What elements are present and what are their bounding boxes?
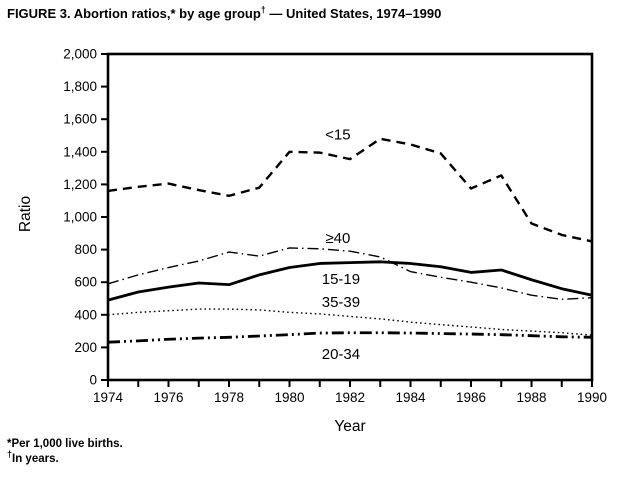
series-line-dash-dot [107, 247, 593, 301]
series-label: 35-39 [322, 294, 360, 311]
series-label: 20-34 [322, 346, 360, 363]
x-tick-label: 1986 [456, 390, 486, 405]
footnotes: *Per 1,000 live births. †In years. [7, 437, 123, 466]
y-tick-label: 0 [89, 373, 97, 388]
footnote-in-years: †In years. [7, 448, 123, 467]
dagger-superscript: † [260, 4, 266, 15]
y-tick-label: 1,200 [63, 177, 97, 192]
figure-title: FIGURE 3. Abortion ratios,* by age group… [7, 4, 442, 21]
series-line-dash-dot-dot [107, 331, 593, 344]
series-label: ≥40 [325, 230, 350, 247]
y-tick-label: 1,400 [63, 144, 97, 159]
footnote-in-years-text: In years. [12, 452, 59, 465]
y-tick-label: 400 [74, 307, 97, 322]
y-axis-title: Ratio [17, 196, 34, 232]
series-label: <15 [325, 127, 350, 144]
x-axis-title: Year [334, 418, 365, 435]
figure-title-main: FIGURE 3. Abortion ratios,* by age group [7, 6, 261, 21]
x-tick-label: 1990 [577, 390, 607, 405]
y-tick-label: 200 [74, 340, 97, 355]
series-line-dotted [107, 308, 593, 336]
series-label: 15-19 [322, 271, 360, 288]
x-tick-label: 1982 [335, 390, 365, 405]
series-line-solid [107, 260, 593, 302]
plot-frame [106, 52, 594, 382]
y-tick-label: 1,600 [63, 112, 97, 127]
figure-title-tail: — United States, 1974–1990 [265, 6, 442, 21]
y-tick-label: 2,000 [63, 47, 97, 62]
y-tick-label: 1,000 [63, 210, 97, 225]
x-tick-label: 1984 [395, 390, 426, 405]
x-tick-label: 1974 [93, 390, 124, 405]
x-tick-label: 1988 [516, 390, 546, 405]
footnote-per-1000-live-births: *Per 1,000 live births. [7, 438, 123, 450]
x-tick-label: 1978 [214, 390, 244, 405]
dagger-superscript: † [7, 448, 13, 459]
y-tick-label: 1,800 [63, 79, 97, 94]
x-tick-label: 1980 [274, 390, 304, 405]
y-tick-label: 600 [74, 275, 97, 290]
x-tick-label: 1976 [153, 390, 183, 405]
series-line-dashed [107, 137, 593, 243]
y-tick-label: 800 [74, 242, 97, 257]
